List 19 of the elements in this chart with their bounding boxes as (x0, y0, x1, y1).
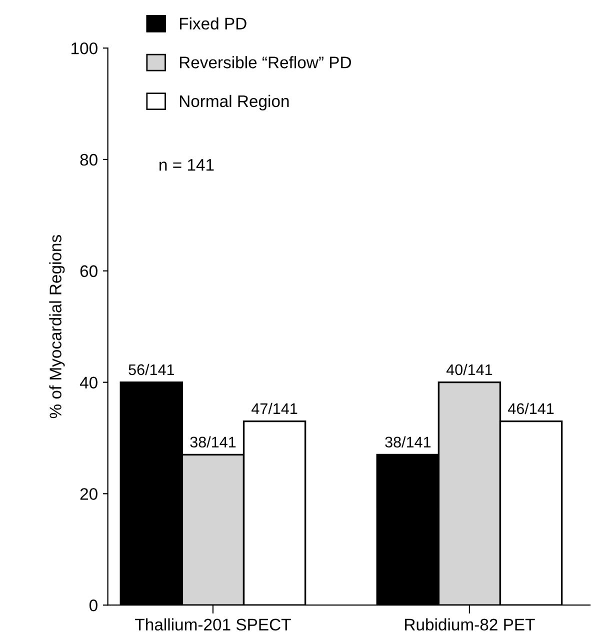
y-tick-label: 20 (80, 488, 98, 500)
legend-label: Reversible “Reflow” PD (180, 56, 351, 68)
data-label: 38/141 (190, 436, 236, 448)
y-tick-label: 60 (80, 265, 98, 278)
data-label: 46/141 (508, 402, 554, 414)
data-label: 38/141 (385, 436, 431, 448)
data-label: 47/141 (252, 402, 298, 414)
annotation: n = 141 (160, 159, 214, 171)
y-tick-label: 80 (80, 154, 98, 166)
x-tick-label: Rubidium-82 PET (405, 618, 535, 631)
data-label: 40/141 (446, 364, 492, 376)
legend-label: Normal Region (180, 94, 289, 110)
y-tick-label: 100 (72, 42, 98, 54)
y-axis-title: % of Myocardial Regions (49, 235, 65, 418)
x-tick-label: Thallium-201 SPECT (135, 618, 291, 631)
y-tick-label: 0 (89, 600, 98, 612)
data-label: 56/141 (128, 364, 174, 376)
y-tick-label: 40 (80, 376, 98, 388)
legend-label: Fixed PD (180, 17, 246, 30)
